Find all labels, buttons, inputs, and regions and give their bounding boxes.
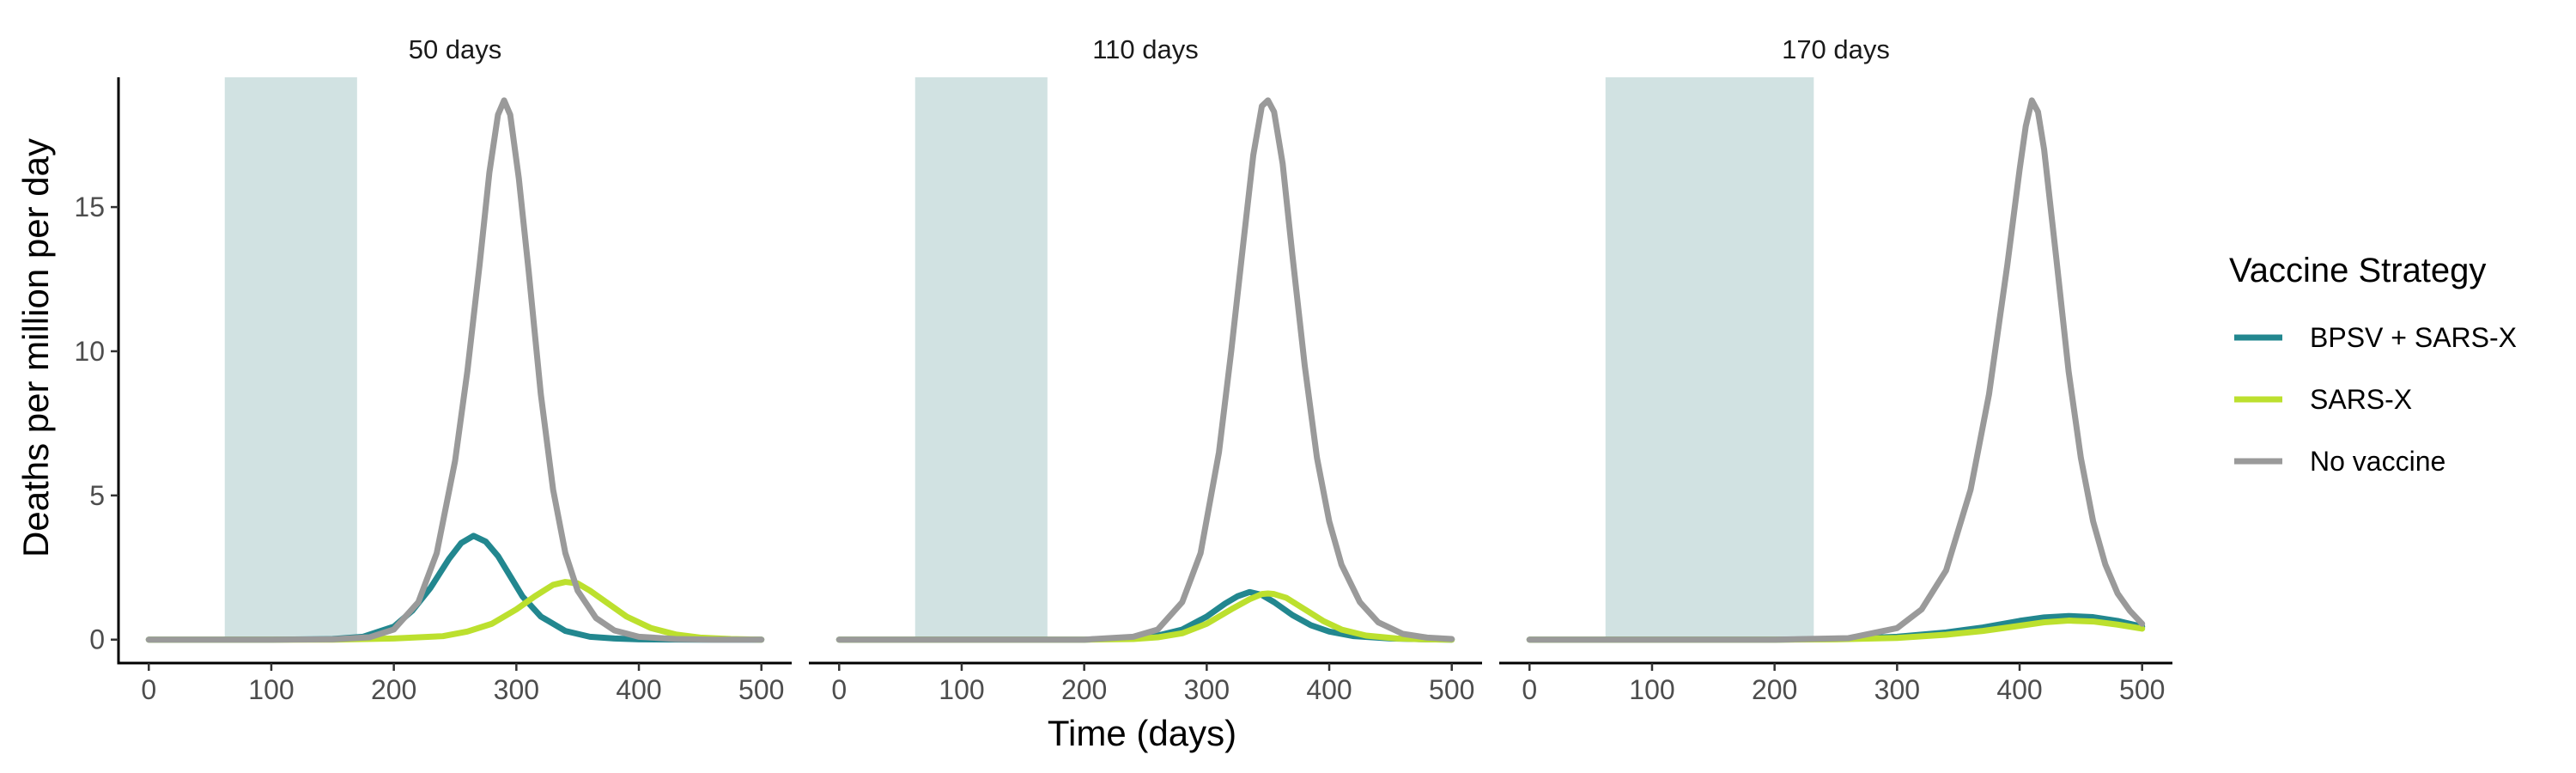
- panel-title-170-days: 170 days: [1782, 34, 1890, 64]
- series-line-no-vaccine-50-days: [145, 97, 765, 643]
- x-tick-label: 300: [1874, 674, 1920, 705]
- x-tick-label: 500: [738, 674, 784, 705]
- x-tick-label: 200: [1752, 674, 1797, 705]
- x-tick-label: 400: [1306, 674, 1352, 705]
- x-tick-label: 100: [1629, 674, 1674, 705]
- vaccination-window-shade: [1605, 77, 1814, 642]
- x-tick-label: 200: [1061, 674, 1107, 705]
- x-tick-label: 400: [1996, 674, 2042, 705]
- legend-label: SARS-X: [2310, 384, 2412, 415]
- panel-50-days: 50 days: [145, 34, 765, 643]
- legend-item-bpsv-sars-x: BPSV + SARS-X: [2234, 322, 2517, 353]
- y-tick-label: 0: [89, 624, 105, 655]
- x-tick-label: 300: [494, 674, 539, 705]
- x-tick-label: 400: [616, 674, 661, 705]
- x-tick-label: 0: [1522, 674, 1537, 705]
- legend-label: BPSV + SARS-X: [2310, 322, 2517, 353]
- panel-170-days: 170 days: [1526, 34, 2146, 643]
- series-line-no-vaccine-110-days: [835, 97, 1455, 643]
- x-tick-label: 100: [248, 674, 294, 705]
- y-tick-label: 5: [89, 480, 105, 511]
- x-tick-label: 0: [831, 674, 847, 705]
- panel-title-110-days: 110 days: [1092, 34, 1199, 64]
- legend-item-no-vaccine: No vaccine: [2234, 446, 2445, 477]
- vaccination-window-shade: [914, 77, 1048, 642]
- y-tick-label: 10: [74, 336, 105, 367]
- y-tick-label: 15: [74, 192, 105, 222]
- vaccination-window-shade: [224, 77, 357, 642]
- legend: Vaccine Strategy BPSV + SARS-X SARS-X No v…: [2229, 252, 2517, 477]
- series-line-no-vaccine-170-days: [1526, 97, 2146, 643]
- panels: 50 days 110 days 170 days: [145, 34, 2146, 643]
- x-tick-label: 0: [141, 674, 156, 705]
- x-tick-label: 500: [1429, 674, 1474, 705]
- axes: 0 100 200 300 400 500 0 100 200 300 400 500 0 100 200 3…: [74, 77, 2172, 705]
- panel-title-50-days: 50 days: [409, 34, 502, 64]
- x-tick-label: 500: [2119, 674, 2165, 705]
- series-line-sars-x-110-days: [835, 590, 1455, 643]
- x-tick-label: 300: [1184, 674, 1230, 705]
- legend-label: No vaccine: [2310, 446, 2445, 477]
- legend-title: Vaccine Strategy: [2229, 252, 2486, 289]
- panel-110-days: 110 days: [835, 34, 1455, 643]
- x-axis-title: Time (days): [1048, 713, 1236, 753]
- x-tick-label: 100: [939, 674, 984, 705]
- legend-item-sars-x: SARS-X: [2234, 384, 2412, 415]
- x-tick-label: 200: [371, 674, 416, 705]
- y-axis-title: Deaths per million per day: [15, 138, 56, 557]
